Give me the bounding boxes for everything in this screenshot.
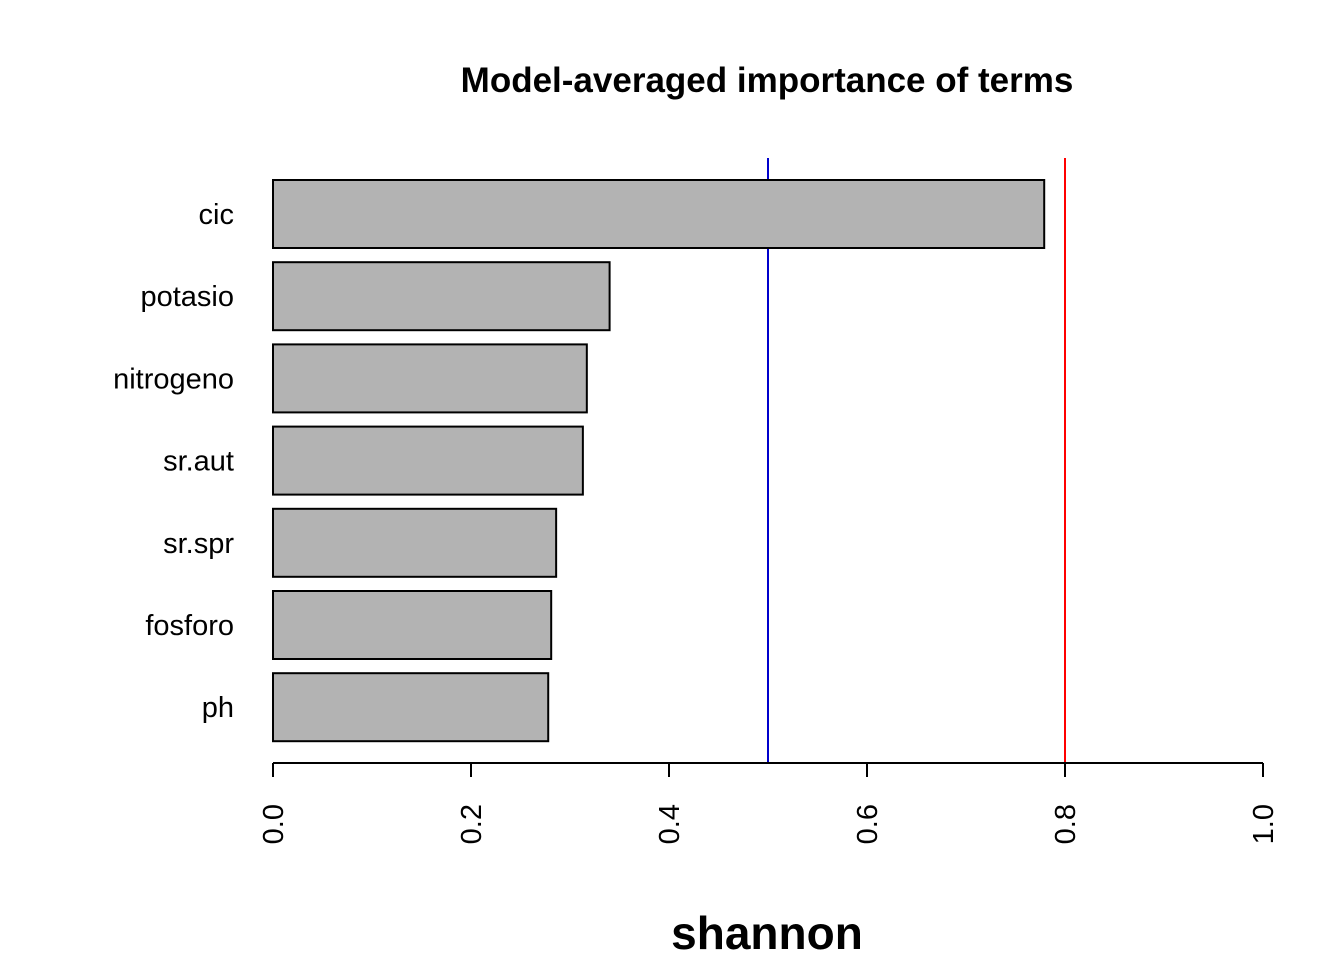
bar-potasio [272,261,611,332]
category-label-sr.aut: sr.aut [163,446,234,478]
category-labels: cic potasio nitrogeno sr.aut sr.spr fosforo ph [113,199,234,724]
x-tick-label: 0.8 [1050,804,1082,844]
chart-title: Model-averaged importance of terms [461,61,1074,100]
category-label-ph: ph [202,692,234,724]
category-label-potasio: potasio [140,281,234,313]
x-axis-label: shannon [671,907,863,959]
category-label-sr.spr: sr.spr [163,528,234,560]
category-label-fosforo: fosforo [145,610,234,642]
bar-nitrogeno [272,343,588,414]
bar-sr.spr [272,507,558,578]
bar-sr.aut [272,425,584,496]
x-axis: 0.0 0.2 0.4 0.6 0.8 1.0 [258,762,1280,844]
bar-fosforo [272,590,553,660]
x-tick-label: 0.2 [456,804,488,844]
bars [272,179,1046,743]
x-tick-label: 0.6 [852,804,884,844]
category-label-cic: cic [199,199,234,231]
x-tick-label: 0.4 [654,804,686,844]
x-tick-label: 0.0 [258,804,290,844]
bar-cic [272,179,1046,249]
bar-ph [272,672,550,743]
x-tick-label: 1.0 [1248,804,1280,844]
reference-lines [767,158,1066,763]
category-label-nitrogeno: nitrogeno [113,363,234,395]
